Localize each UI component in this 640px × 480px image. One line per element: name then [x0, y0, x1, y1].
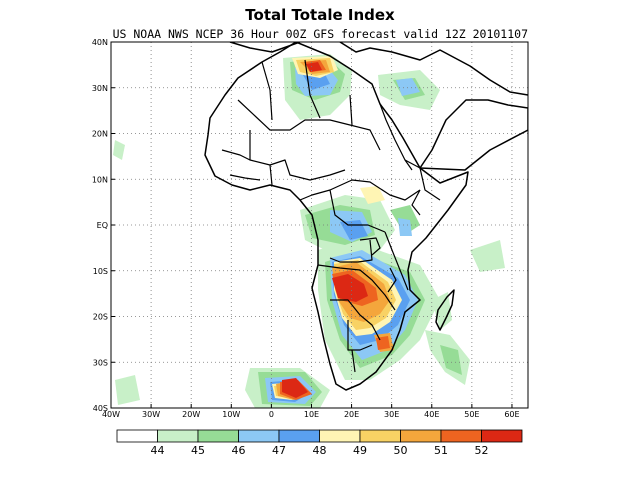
colorbar-swatch: [359, 429, 401, 443]
colorbar-label: 44: [151, 444, 165, 457]
longitude-axis: 40W 30W 20W 10W 0 10E 20E 30E 40E 50E 60E: [102, 404, 520, 419]
colorbar-swatch: [440, 429, 482, 443]
lat-tick-label: 30S: [93, 358, 108, 367]
border-southern-africa: [317, 264, 396, 373]
lon-tick-label: 10W: [222, 410, 240, 419]
colorbar-swatch: [238, 429, 280, 443]
lat-tick-label: EQ: [97, 221, 108, 230]
colorbar-label: 48: [313, 444, 327, 457]
lat-tick-label: 20S: [93, 313, 108, 322]
colorbar-label: 52: [475, 444, 489, 457]
colorbar-swatch: [278, 429, 320, 443]
colorbar-swatch: [116, 429, 158, 443]
africa-coastline: [204, 42, 469, 391]
europe-coastline: [229, 42, 528, 96]
madagascar-coastline: [435, 289, 455, 331]
border-sahara-2: [249, 130, 346, 181]
lat-tick-label: 20N: [92, 130, 108, 139]
border-east-africa: [329, 231, 409, 291]
lat-tick-label: 40S: [93, 404, 108, 413]
index-field: [113, 54, 505, 408]
colorbar: 44 45 46 47 48 49 50 51 52: [116, 429, 523, 457]
colorbar-label: 45: [191, 444, 205, 457]
colorbar-swatch: [319, 429, 361, 443]
arabian-peninsula-coastline: [419, 99, 528, 171]
border-west-africa: [221, 149, 273, 186]
border-north-africa: [261, 59, 353, 126]
colorbar-swatch: [400, 429, 442, 443]
lon-tick-label: 40E: [424, 410, 439, 419]
lon-tick-label: 20W: [182, 410, 200, 419]
border-horn-of-africa: [404, 159, 441, 216]
colorbar-swatch: [157, 429, 199, 443]
colorbar-label: 51: [434, 444, 448, 457]
lon-tick-label: 30E: [384, 410, 399, 419]
lat-tick-label: 30N: [92, 84, 108, 93]
colorbar-swatch: [481, 429, 523, 443]
lon-tick-label: 20E: [344, 410, 359, 419]
border-sahara-1: [237, 99, 381, 151]
colorbar-swatch: [197, 429, 239, 443]
lon-tick-label: 30W: [142, 410, 160, 419]
lat-tick-label: 40N: [92, 38, 108, 47]
map-subtitle: US NOAA NWS NCEP 36 Hour 00Z GFS forecas…: [112, 27, 528, 41]
field-52-regions: [282, 62, 368, 398]
lon-tick-label: 10E: [304, 410, 319, 419]
red-sea-nile: [379, 103, 413, 171]
lon-tick-label: 60E: [504, 410, 519, 419]
colorbar-label: 49: [353, 444, 367, 457]
map-title: Total Totale Index: [245, 6, 395, 24]
lon-tick-label: 0: [269, 410, 274, 419]
lon-tick-label: 50E: [464, 410, 479, 419]
lat-tick-label: 10S: [93, 267, 108, 276]
coastlines-borders: [204, 42, 528, 391]
colorbar-label: 50: [394, 444, 408, 457]
lat-tick-label: 10N: [92, 175, 108, 184]
latitude-axis: 40N 30N 20N 10N EQ 10S 20S 30S 40S: [92, 38, 115, 413]
colorbar-label: 47: [272, 444, 286, 457]
colorbar-label: 46: [232, 444, 246, 457]
lon-tick-label: 40W: [102, 410, 120, 419]
border-lakes-region: [359, 237, 397, 293]
border-central-africa: [299, 179, 421, 233]
